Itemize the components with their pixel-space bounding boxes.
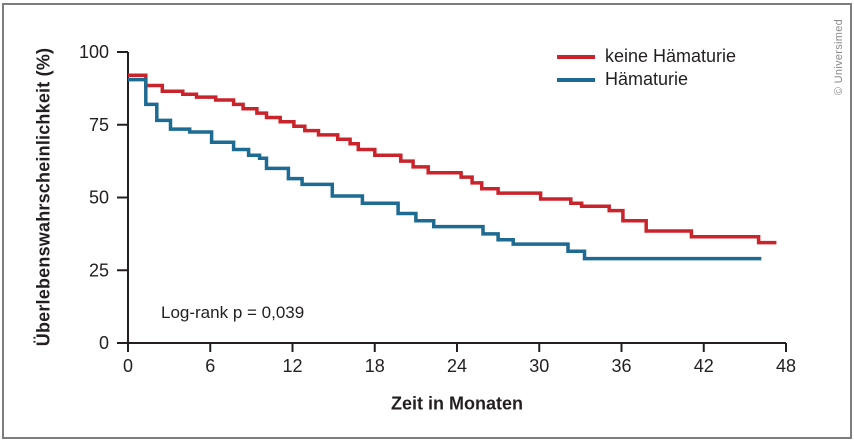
y-tick-label: 25 bbox=[89, 260, 109, 280]
legend-label: keine Hämaturie bbox=[605, 46, 737, 66]
x-tick-label: 12 bbox=[282, 356, 302, 376]
x-axis-title: Zeit in Monaten bbox=[391, 393, 523, 414]
logrank-annotation: Log-rank p = 0,039 bbox=[161, 303, 305, 322]
blue-line-swatch bbox=[557, 77, 595, 82]
x-tick-label: 36 bbox=[611, 356, 631, 376]
x-tick-label: 0 bbox=[123, 356, 133, 376]
x-tick-label: 42 bbox=[694, 356, 714, 376]
y-tick-label: 75 bbox=[89, 115, 109, 135]
legend-label: Hämaturie bbox=[605, 69, 689, 89]
x-tick-label: 18 bbox=[365, 356, 385, 376]
x-tick-label: 24 bbox=[447, 356, 467, 376]
red-line-swatch bbox=[557, 54, 595, 59]
y-axis-title: Überlebenswahrscheinlichkeit (%) bbox=[33, 47, 54, 347]
survival-curve-keine-haematurie bbox=[128, 73, 777, 245]
y-tick-label: 100 bbox=[79, 42, 109, 62]
x-tick-label: 30 bbox=[529, 356, 549, 376]
y-tick-label: 50 bbox=[89, 188, 109, 208]
y-tick-label: 0 bbox=[99, 333, 109, 353]
copyright-watermark: © Universimed bbox=[833, 18, 845, 96]
x-tick-label: 6 bbox=[205, 356, 215, 376]
legend-item-haematurie: Hämaturie bbox=[557, 68, 736, 91]
x-tick-label: 48 bbox=[776, 356, 796, 376]
survival-curve-haematurie bbox=[128, 77, 762, 261]
legend-item-keine-haematurie: keine Hämaturie bbox=[557, 45, 736, 68]
legend: keine Hämaturie Hämaturie bbox=[557, 45, 736, 91]
